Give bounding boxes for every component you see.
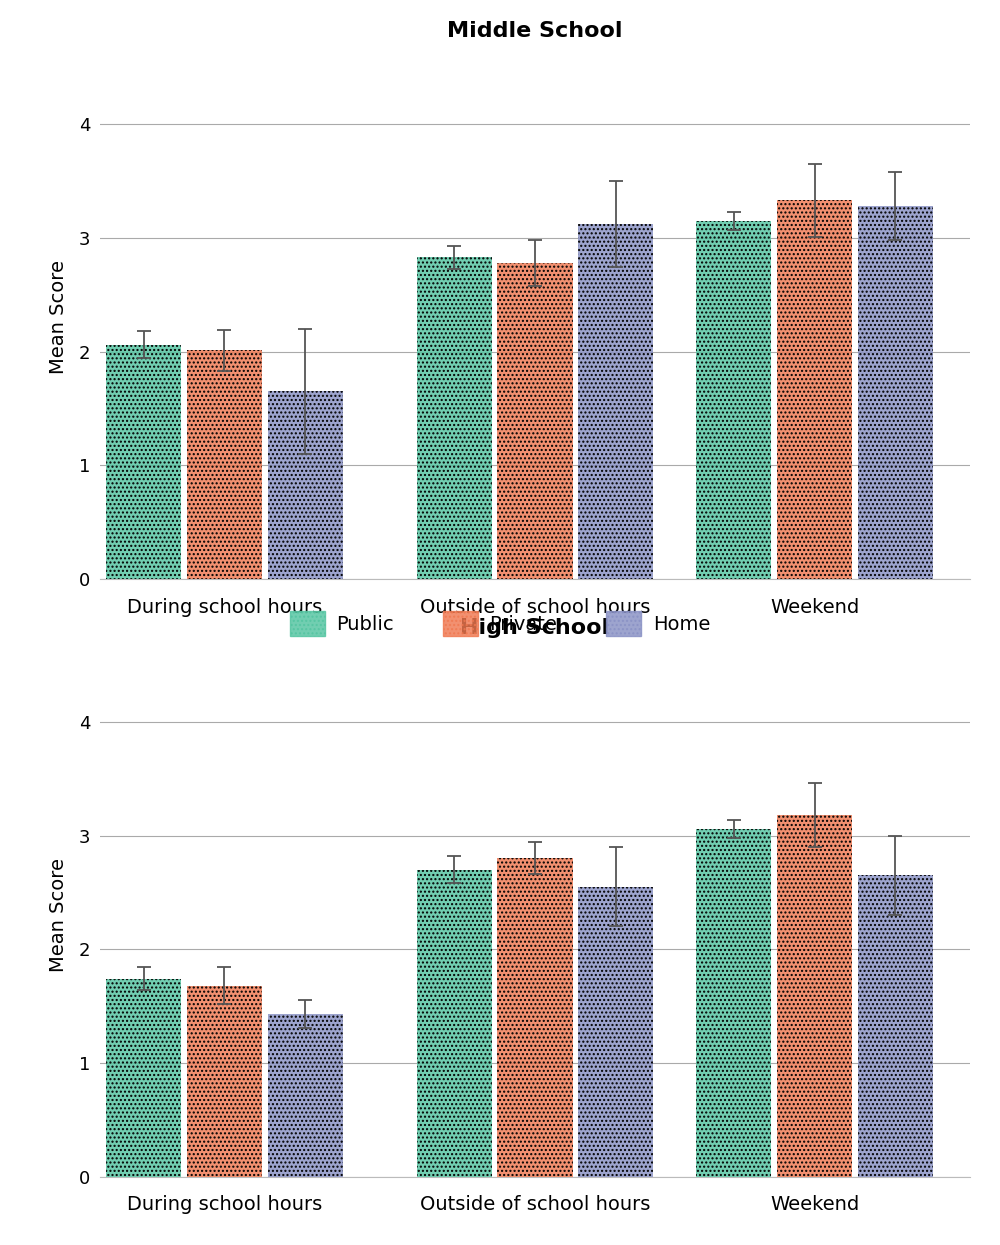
Bar: [417, 258, 492, 579]
Title: High School: High School: [460, 619, 610, 639]
Bar: [696, 220, 771, 579]
Bar: [268, 1013, 343, 1177]
Bar: [858, 207, 933, 579]
Bar: [497, 263, 573, 579]
Bar: [417, 869, 492, 1177]
Bar: [858, 875, 933, 1177]
Bar: [187, 986, 262, 1177]
Bar: [777, 815, 852, 1177]
Y-axis label: Mean Score: Mean Score: [49, 260, 68, 375]
Bar: [777, 200, 852, 579]
Bar: [106, 979, 181, 1177]
Bar: [106, 345, 181, 579]
Legend: Public, Private, Home: Public, Private, Home: [280, 601, 720, 645]
Bar: [696, 829, 771, 1177]
Bar: [268, 391, 343, 579]
Bar: [578, 224, 653, 579]
Bar: [497, 858, 573, 1177]
Bar: [578, 886, 653, 1177]
Title: Middle School: Middle School: [447, 21, 623, 41]
Y-axis label: Mean Score: Mean Score: [49, 858, 68, 972]
Bar: [187, 350, 262, 579]
